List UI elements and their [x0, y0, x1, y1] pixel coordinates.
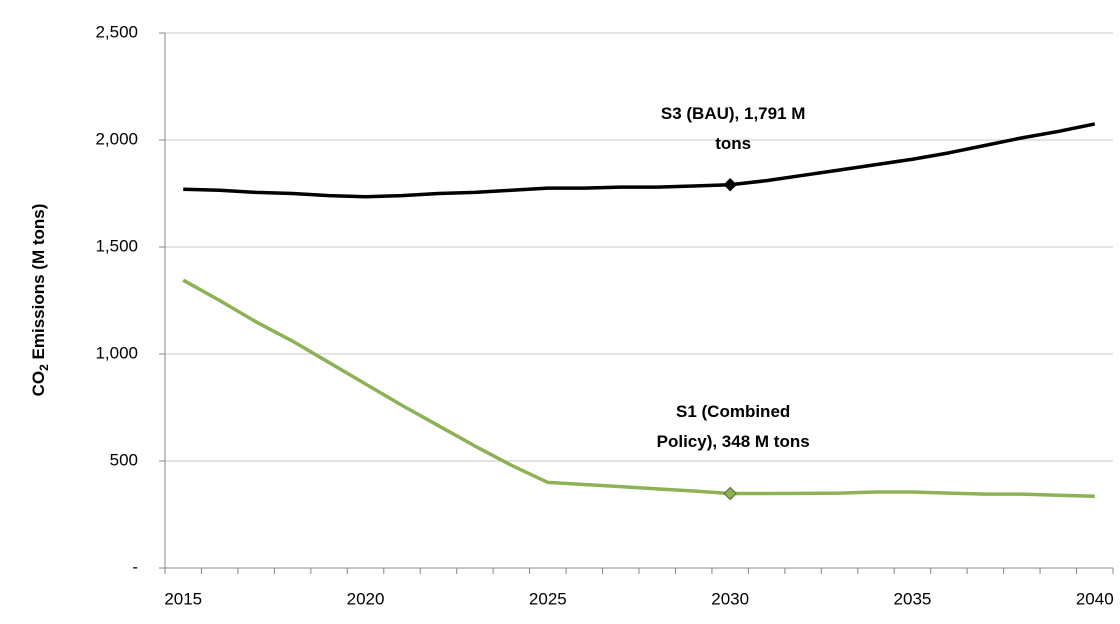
x-tick-label: 2030 — [711, 589, 749, 608]
y-tick-label: 1,500 — [95, 236, 138, 255]
y-axis-label: CO2 Emissions (M tons) — [29, 204, 51, 397]
x-tick-label: 2040 — [1076, 589, 1114, 608]
y-label-sub: 2 — [37, 364, 51, 371]
y-tick-label: 500 — [110, 450, 138, 469]
annotation: Policy), 348 M tons — [657, 432, 810, 451]
point-marker — [723, 486, 737, 501]
x-tick-label: 2020 — [347, 589, 385, 608]
y-label-rest: Emissions (M tons) — [29, 204, 48, 365]
series-line — [182, 278, 1095, 499]
x-tick-label: 2035 — [894, 589, 932, 608]
y-label-main: CO — [29, 371, 48, 397]
annotation: S3 (BAU), 1,791 M — [661, 104, 806, 123]
y-tick-label: 2,000 — [95, 129, 138, 148]
y-tick-label: - — [132, 557, 138, 576]
annotation: S1 (Combined — [676, 402, 790, 421]
point-marker — [723, 178, 737, 192]
x-tick-label: 2015 — [164, 589, 202, 608]
series-line — [183, 122, 1096, 199]
x-tick-label: 2025 — [529, 589, 567, 608]
annotation: tons — [715, 134, 751, 153]
y-tick-label: 1,000 — [95, 343, 138, 362]
y-tick-label: 2,500 — [95, 22, 138, 41]
